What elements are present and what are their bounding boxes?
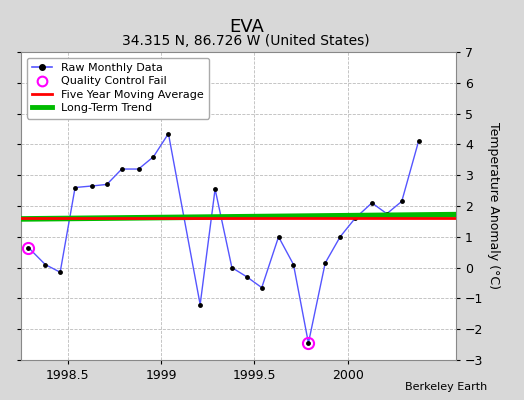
Y-axis label: Temperature Anomaly (°C): Temperature Anomaly (°C) xyxy=(487,122,500,290)
Text: 34.315 N, 86.726 W (United States): 34.315 N, 86.726 W (United States) xyxy=(123,34,370,48)
Legend: Raw Monthly Data, Quality Control Fail, Five Year Moving Average, Long-Term Tren: Raw Monthly Data, Quality Control Fail, … xyxy=(27,58,209,119)
Text: Berkeley Earth: Berkeley Earth xyxy=(405,382,487,392)
Text: EVA: EVA xyxy=(229,18,264,36)
